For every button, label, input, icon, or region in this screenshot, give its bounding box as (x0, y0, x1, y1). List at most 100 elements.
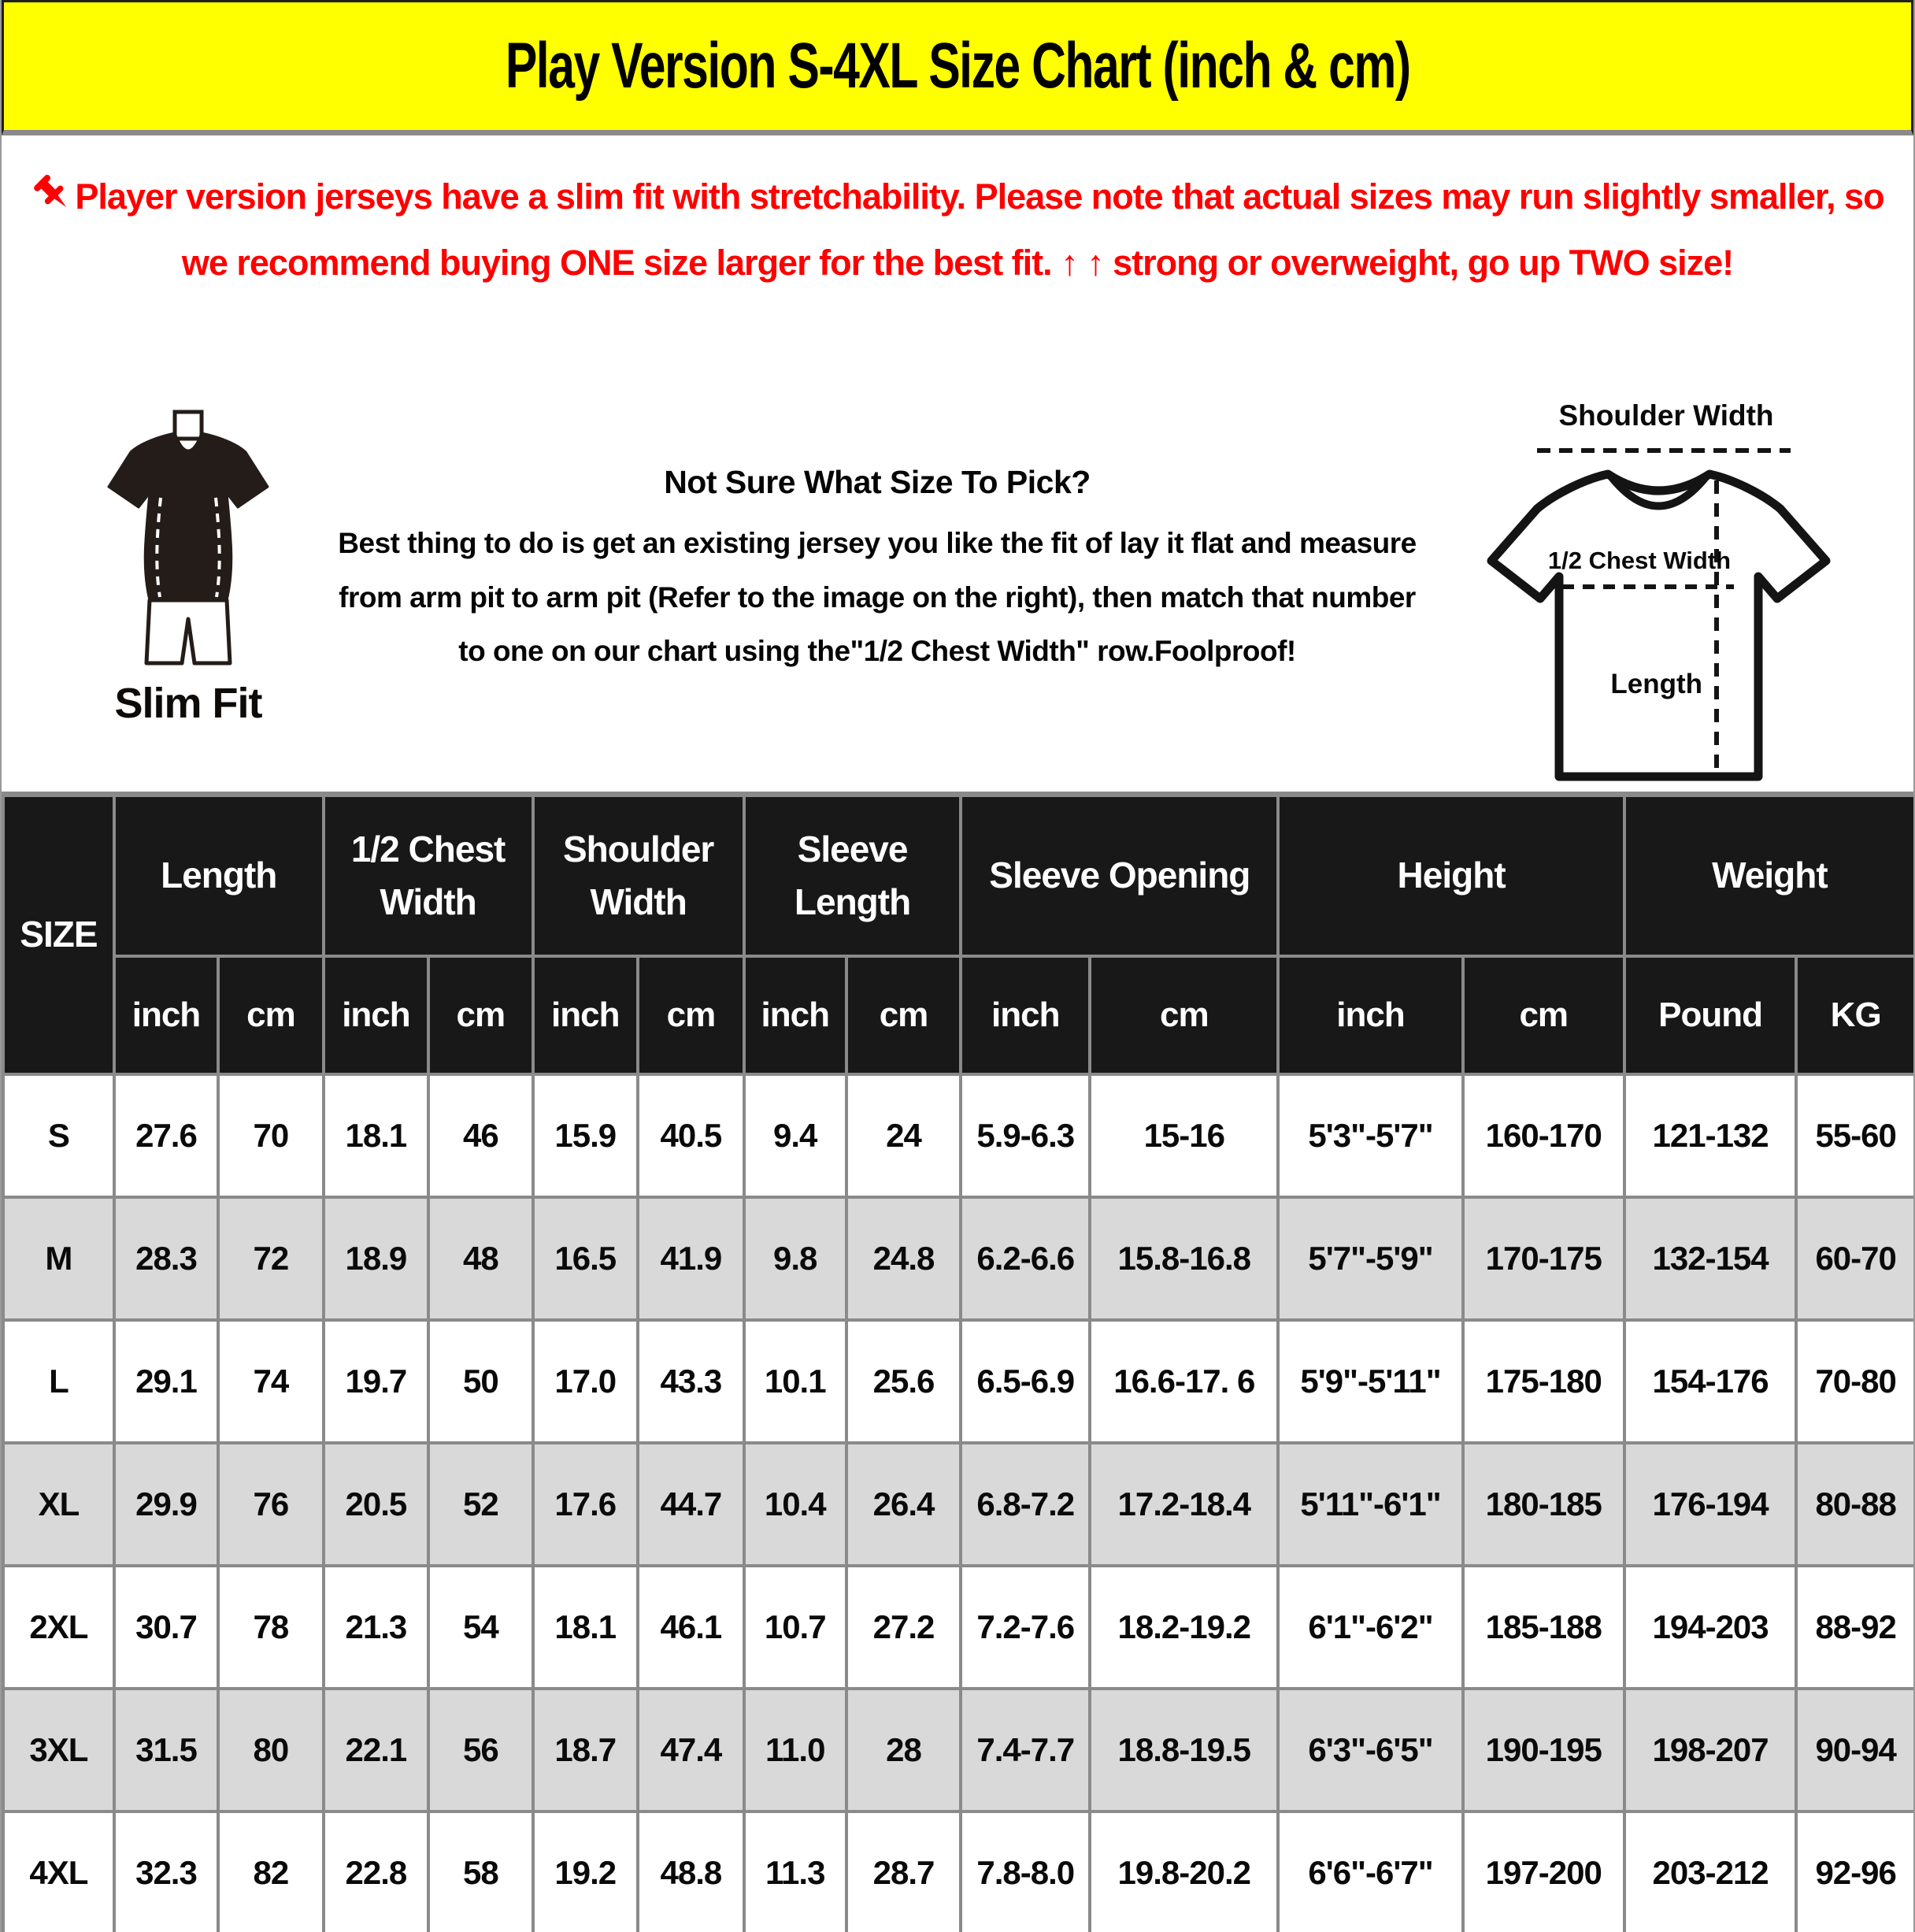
value-cell: 50 (427, 1318, 535, 1444)
value-cell: 18.1 (321, 1072, 431, 1199)
value-cell: 15-16 (1088, 1072, 1280, 1199)
value-cell: 15.8-16.8 (1088, 1195, 1280, 1322)
diagram-chest-label: 1/2 Chest Width (1548, 547, 1731, 574)
fit-warning-text: Player version jerseys have a slim fit w… (24, 164, 1891, 295)
slim-fit-illustration-icon (107, 410, 269, 666)
value-cell: 29.1 (112, 1318, 220, 1444)
value-cell: 170-175 (1461, 1195, 1626, 1322)
value-cell: 11.0 (742, 1686, 848, 1813)
unit-header: inch (112, 954, 220, 1076)
value-cell: 29.9 (112, 1441, 220, 1567)
value-cell: 70 (217, 1072, 325, 1199)
slim-fit-figure: Slim Fit (74, 410, 302, 728)
value-cell: 22.8 (321, 1809, 431, 1932)
value-cell: 41.9 (636, 1195, 746, 1322)
value-cell: 6.5-6.9 (959, 1318, 1092, 1444)
size-cell: S (2, 1072, 116, 1199)
table-row: 3XL 31.5 80 22.1 56 18.7 47.4 11.0 28 7.4-7.7 18.8… (2, 1686, 1913, 1813)
diagram-length-label: Length (1610, 669, 1702, 699)
value-cell: 48.8 (636, 1809, 746, 1932)
value-cell: 160-170 (1461, 1072, 1626, 1199)
size-advice: Not Sure What Size To Pick? Best thing t… (323, 455, 1432, 679)
value-cell: 6.8-7.2 (959, 1441, 1092, 1567)
value-cell: 5'3"-5'7" (1276, 1072, 1465, 1199)
value-cell: 9.4 (742, 1072, 848, 1199)
column-group-header: 1/2 Chest Width (321, 792, 535, 958)
value-cell: 74 (217, 1318, 325, 1444)
value-cell: 121-132 (1622, 1072, 1798, 1199)
header-group-row: SIZE Length 1/2 Chest Width Shoulder Width… (2, 792, 1913, 1076)
size-cell: L (2, 1318, 116, 1444)
value-cell: 27.2 (844, 1563, 963, 1690)
value-cell: 20.5 (321, 1441, 431, 1567)
value-cell: 25.6 (844, 1318, 963, 1444)
value-cell: 17.2-18.4 (1088, 1441, 1280, 1567)
value-cell: 48 (427, 1195, 535, 1322)
value-cell: 18.8-19.5 (1088, 1686, 1280, 1813)
size-cell: XL (2, 1441, 116, 1567)
value-cell: 175-180 (1461, 1318, 1626, 1444)
value-cell: 17.6 (531, 1441, 640, 1567)
size-column-header: SIZE (2, 792, 116, 1076)
table-row: S 27.6 70 18.1 46 15.9 40.5 9.4 24 5.9-6.3 15-16 5'… (2, 1072, 1913, 1199)
value-cell: 31.5 (112, 1686, 220, 1813)
value-cell: 10.4 (742, 1441, 848, 1567)
value-cell: 190-195 (1461, 1686, 1626, 1813)
value-cell: 78 (217, 1563, 325, 1690)
value-cell: 19.2 (531, 1809, 640, 1932)
value-cell: 7.8-8.0 (959, 1809, 1092, 1932)
value-cell: 72 (217, 1195, 325, 1322)
value-cell: 203-212 (1622, 1809, 1798, 1932)
value-cell: 5'7"-5'9" (1276, 1195, 1465, 1322)
value-cell: 6'3"-6'5" (1276, 1686, 1465, 1813)
size-cell: 2XL (2, 1563, 116, 1690)
value-cell: 27.6 (112, 1072, 220, 1199)
value-cell: 70-80 (1795, 1318, 1913, 1444)
unit-header: inch (531, 954, 640, 1076)
value-cell: 7.4-7.7 (959, 1686, 1092, 1813)
title-band: Play Version S-4XL Size Chart (inch & cm… (2, 0, 1913, 135)
unit-header: cm (844, 954, 963, 1076)
value-cell: 80 (217, 1686, 325, 1813)
value-cell: 40.5 (636, 1072, 746, 1199)
advice-heading: Not Sure What Size To Pick? (664, 464, 1091, 500)
value-cell: 47.4 (636, 1686, 746, 1813)
value-cell: 58 (427, 1809, 535, 1932)
unit-header: cm (217, 954, 325, 1076)
value-cell: 28.3 (112, 1195, 220, 1322)
value-cell: 180-185 (1461, 1441, 1626, 1567)
unit-header: cm (427, 954, 535, 1076)
unit-header: inch (742, 954, 848, 1076)
page-title: Play Version S-4XL Size Chart (inch & cm… (505, 30, 1411, 102)
table-row: L 29.1 74 19.7 50 17.0 43.3 10.1 25.6 6.5-6.9 16.6… (2, 1318, 1913, 1444)
value-cell: 16.5 (531, 1195, 640, 1322)
value-cell: 88-92 (1795, 1563, 1913, 1690)
value-cell: 22.1 (321, 1686, 431, 1813)
value-cell: 60-70 (1795, 1195, 1913, 1322)
size-cell: 4XL (2, 1809, 116, 1932)
value-cell: 24.8 (844, 1195, 963, 1322)
value-cell: 18.9 (321, 1195, 431, 1322)
value-cell: 82 (217, 1809, 325, 1932)
unit-header: inch (321, 954, 431, 1076)
column-group-header: Weight (1622, 792, 1913, 958)
value-cell: 46 (427, 1072, 535, 1199)
value-cell: 6'1"-6'2" (1276, 1563, 1465, 1690)
value-cell: 26.4 (844, 1441, 963, 1567)
value-cell: 176-194 (1622, 1441, 1798, 1567)
advice-body: Best thing to do is get an existing jers… (338, 526, 1417, 668)
value-cell: 6.2-6.6 (959, 1195, 1092, 1322)
value-cell: 7.2-7.6 (959, 1563, 1092, 1690)
unit-header: Pound (1622, 954, 1798, 1076)
table-row: 4XL 32.3 82 22.8 58 19.2 48.8 11.3 28.7 7.8-8.0 19… (2, 1809, 1913, 1932)
value-cell: 90-94 (1795, 1686, 1913, 1813)
unit-header: KG (1795, 954, 1913, 1076)
value-cell: 10.7 (742, 1563, 848, 1690)
size-cell: M (2, 1195, 116, 1322)
measurement-diagram: Shoulder Width 1/2 Chest Width Length (1460, 388, 1906, 791)
value-cell: 76 (217, 1441, 325, 1567)
column-group-header: Height (1276, 792, 1626, 958)
value-cell: 28 (844, 1686, 963, 1813)
column-group-header: Sleeve Opening (959, 792, 1280, 958)
